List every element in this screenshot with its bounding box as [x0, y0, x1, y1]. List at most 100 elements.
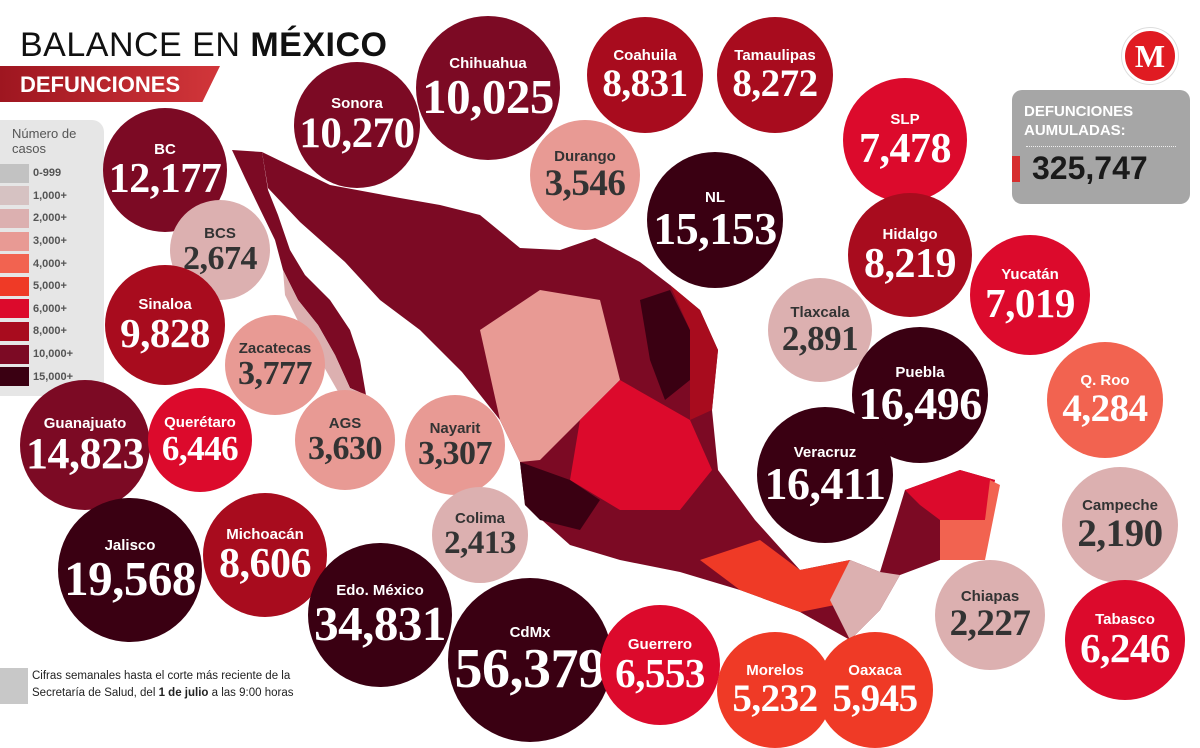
state-bubble-nayarit: Nayarit 3,307: [405, 395, 505, 495]
legend-swatch: [0, 321, 29, 341]
state-name: Guerrero: [627, 636, 693, 653]
state-bubble-slp: SLP 7,478: [843, 78, 967, 202]
legend-label: 0-999: [33, 167, 62, 180]
total-value: 325,747: [1032, 150, 1148, 186]
state-name: Sonora: [331, 95, 383, 112]
legend-item: 3,000+: [0, 230, 104, 253]
legend-swatch: [0, 186, 29, 206]
legend-item: 0-999: [0, 162, 104, 185]
total-deaths-panel: DEFUNCIONES AUMULADAS: 325,747: [1012, 90, 1190, 204]
map-south: [700, 540, 860, 612]
state-bubble-edo-méxico: Edo. México 34,831: [308, 543, 452, 687]
page-title: BALANCE EN MÉXICO: [20, 26, 388, 64]
state-name: Coahuila: [613, 47, 677, 64]
legend-label: 1,000+: [33, 189, 67, 202]
state-bubble-michoacán: Michoacán 8,606: [203, 493, 327, 617]
state-deaths: 2,891: [781, 319, 859, 358]
state-bubble-tlaxcala: Tlaxcala 2,891: [768, 278, 872, 382]
legend-label: 6,000+: [33, 302, 67, 315]
state-deaths: 3,630: [308, 429, 383, 467]
state-deaths: 2,413: [444, 525, 516, 561]
state-name: Colima: [454, 510, 505, 527]
legend: Número de casos 0-999 1,000+ 2,000+ 3,000+ 4…: [0, 120, 104, 396]
state-bubble-ags: AGS 3,630: [295, 390, 395, 490]
state-deaths: 10,270: [299, 110, 415, 157]
legend-label: 4,000+: [33, 257, 67, 270]
state-name: Edo. México: [336, 582, 424, 599]
state-bubble-chiapas: Chiapas 2,227: [935, 560, 1045, 670]
state-bubble-chihuahua: Chihuahua 10,025: [416, 16, 560, 160]
map-jalisco: [520, 462, 600, 530]
state-deaths: 15,153: [653, 202, 777, 254]
legend-label: 5,000+: [33, 280, 67, 293]
legend-swatch: [0, 276, 29, 296]
map-central-states: [480, 290, 620, 462]
legend-label: 8,000+: [33, 325, 67, 338]
legend-swatch: [0, 299, 29, 319]
legend-label: 15,000+: [33, 370, 74, 383]
state-deaths: 34,831: [314, 596, 446, 651]
total-label: DEFUNCIONES AUMULADAS:: [1024, 103, 1134, 139]
map-yucatan: [905, 470, 995, 520]
legend-item: 6,000+: [0, 298, 104, 321]
state-name: Michoacán: [226, 525, 304, 543]
state-deaths: 19,568: [64, 551, 196, 606]
state-name: Guanajuato: [43, 414, 127, 432]
state-bubble-hidalgo: Hidalgo 8,219: [848, 193, 972, 317]
map-quintana-roo: [940, 480, 1000, 560]
state-name: BC: [154, 140, 176, 158]
map-gulf: [670, 285, 718, 420]
legend-swatch: [0, 367, 29, 387]
legend-item: 4,000+: [0, 252, 104, 275]
state-deaths: 2,190: [1077, 512, 1163, 555]
state-name: Querétaro: [164, 414, 236, 431]
legend-swatch: [0, 254, 29, 274]
state-deaths: 3,307: [418, 434, 493, 472]
state-bubble-cdmx: CdMx 56,379: [448, 578, 612, 742]
state-deaths: 5,232: [732, 677, 818, 720]
legend-label: 3,000+: [33, 235, 67, 248]
state-deaths: 8,606: [219, 540, 312, 587]
state-deaths: 6,446: [161, 429, 239, 468]
state-deaths: 8,219: [864, 240, 957, 287]
state-deaths: 4,284: [1062, 387, 1148, 430]
page-subtitle: DEFUNCIONES: [0, 66, 220, 102]
state-deaths: 6,246: [1080, 625, 1170, 671]
legend-label: 2,000+: [33, 212, 67, 225]
state-bubble-colima: Colima 2,413: [432, 487, 528, 583]
legend-item: 10,000+: [0, 343, 104, 366]
state-name: Sinaloa: [138, 296, 192, 313]
state-deaths: 7,478: [859, 125, 952, 172]
state-name: Chihuahua: [449, 55, 527, 72]
state-name: BCS: [204, 224, 236, 242]
state-bubble-tamaulipas: Tamaulipas 8,272: [717, 17, 833, 133]
state-deaths: 7,019: [985, 280, 1075, 326]
state-deaths: 2,674: [183, 239, 258, 277]
milenio-logo: M: [1122, 28, 1178, 84]
state-bubble-guanajuato: Guanajuato 14,823: [20, 380, 150, 510]
state-name: Veracruz: [793, 443, 857, 461]
state-bubble-coahuila: Coahuila 8,831: [587, 17, 703, 133]
state-deaths: 9,828: [120, 310, 210, 356]
state-name: Tabasco: [1095, 611, 1155, 628]
state-deaths: 6,553: [615, 650, 705, 696]
state-bubble-yucatán: Yucatán 7,019: [970, 235, 1090, 355]
state-name: Zacatecas: [238, 339, 312, 357]
map-baja-california-sur: [283, 270, 366, 410]
map-northeast: [640, 290, 690, 400]
state-name: Jalisco: [104, 537, 156, 554]
state-deaths: 10,025: [422, 69, 554, 124]
state-deaths: 8,831: [602, 62, 688, 105]
state-bubble-querétaro: Querétaro 6,446: [148, 388, 252, 492]
legend-item: 15,000+: [0, 365, 104, 388]
state-name: Durango: [554, 148, 616, 165]
state-name: Campeche: [1082, 497, 1158, 514]
map-center: [570, 380, 712, 510]
state-name: Puebla: [895, 363, 945, 381]
state-bubble-zacatecas: Zacatecas 3,777: [225, 315, 325, 415]
state-bubble-sonora: Sonora 10,270: [294, 62, 420, 188]
legend-item: 8,000+: [0, 320, 104, 343]
state-name: AGS: [328, 414, 362, 432]
legend-swatch: [0, 208, 29, 228]
state-bubble-tabasco: Tabasco 6,246: [1065, 580, 1185, 700]
